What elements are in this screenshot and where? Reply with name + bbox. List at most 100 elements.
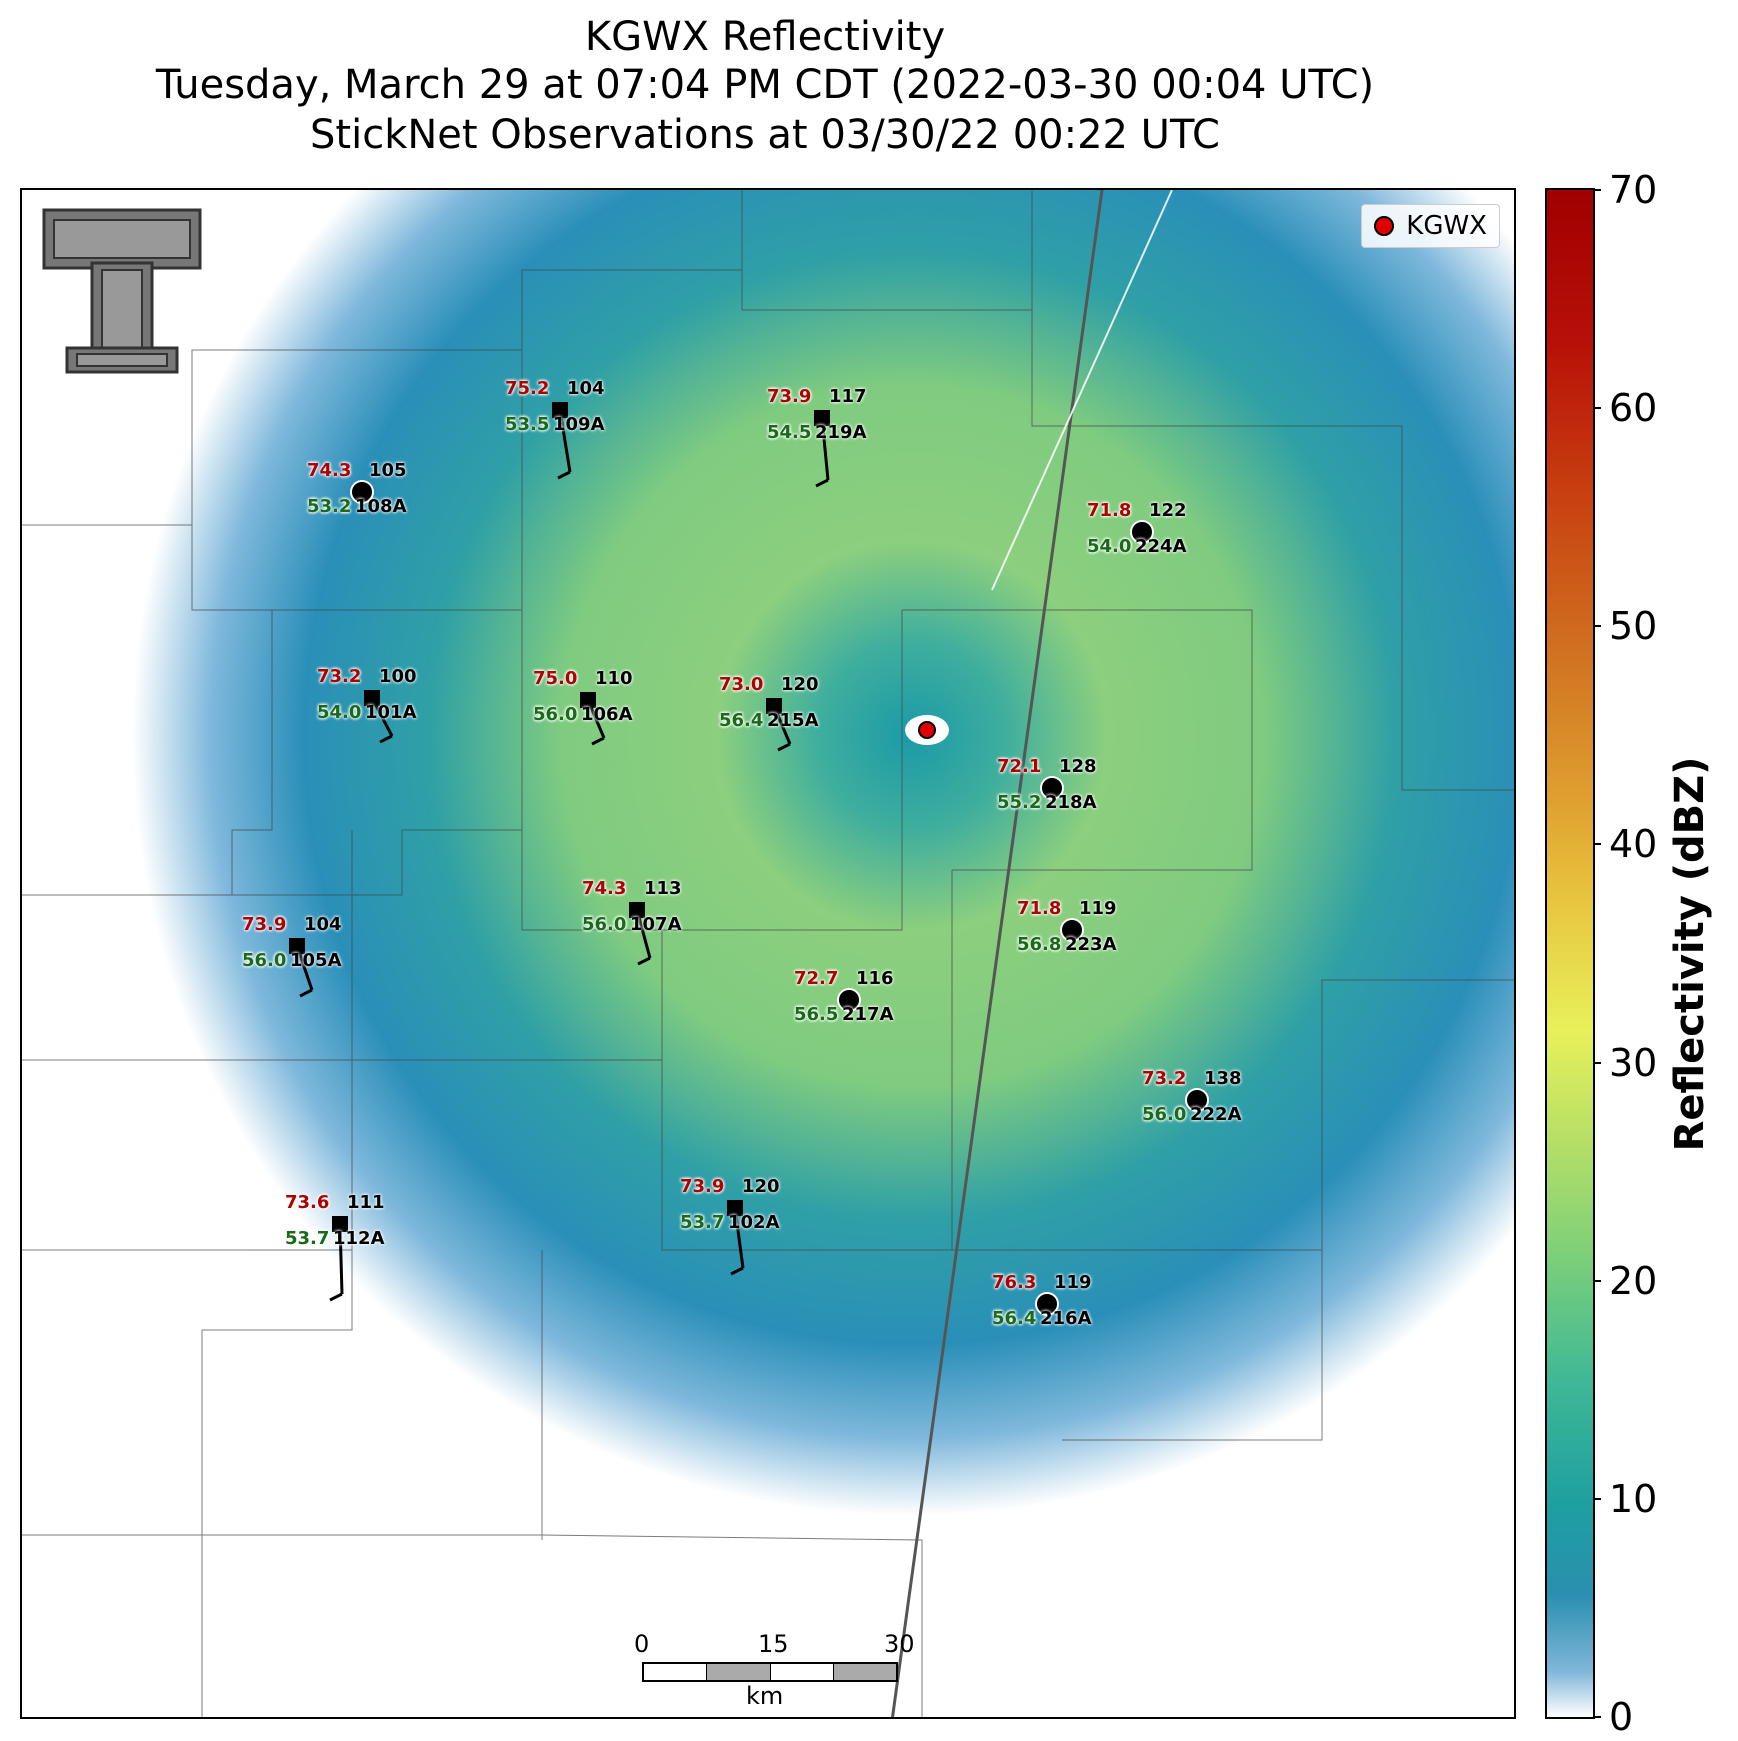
- colorbar-tick: 60: [1593, 386, 1657, 430]
- colorbar-tick: 30: [1593, 1041, 1657, 1085]
- colorbar-ticks: 0 10 20 30 40 50 60 70: [1593, 168, 1673, 1739]
- station-id: 218A: [1045, 792, 1097, 813]
- station-temperature: 73.2: [317, 666, 362, 687]
- station-pressure: 104: [567, 378, 605, 399]
- station-marker-224A: [1130, 520, 1154, 544]
- stations-layer: [289, 402, 1209, 1316]
- station-dewpoint: 53.5: [505, 414, 550, 435]
- station-temperature: 74.3: [307, 460, 352, 481]
- texas-tech-logo-icon: [42, 208, 202, 382]
- station-pressure: 119: [1079, 898, 1117, 919]
- title-line-2: Tuesday, March 29 at 07:04 PM CDT (2022-…: [155, 62, 1375, 108]
- wind-barb-105A: [295, 945, 314, 991]
- station-pressure: 100: [379, 666, 417, 687]
- station-dewpoint: 53.7: [680, 1212, 725, 1233]
- station-id: 215A: [767, 710, 819, 731]
- station-temperature: 73.6: [285, 1192, 330, 1213]
- station-dewpoint: 56.0: [1142, 1104, 1187, 1125]
- title-line-1: KGWX Reflectivity: [584, 14, 946, 60]
- station-dewpoint: 56.0: [242, 950, 287, 971]
- station-pressure: 111: [347, 1192, 385, 1213]
- wind-barb-flag-102A: [730, 1266, 744, 1276]
- station-dewpoint: 56.8: [1017, 934, 1062, 955]
- station-id: 101A: [365, 702, 417, 723]
- wind-barb-106A: [586, 699, 606, 739]
- wind-barb-flag-101A: [379, 734, 393, 744]
- station-pressure: 128: [1059, 756, 1097, 777]
- wind-barb-112A: [338, 1223, 344, 1295]
- station-temperature: 75.2: [505, 378, 550, 399]
- colorbar-label: Reflectivity (dBZ): [1667, 756, 1713, 1152]
- station-id: 106A: [581, 704, 633, 725]
- station-dewpoint: 56.5: [794, 1004, 839, 1025]
- station-pressure: 138: [1204, 1068, 1242, 1089]
- wind-barb-219A: [820, 417, 830, 481]
- station-dewpoint: 55.2: [997, 792, 1042, 813]
- colorbar: [1545, 188, 1595, 1719]
- station-temperature: 71.8: [1087, 500, 1132, 521]
- state-boundary: [891, 190, 1104, 1717]
- station-temperature: 73.2: [1142, 1068, 1187, 1089]
- station-id: 107A: [630, 914, 682, 935]
- station-temperature: 73.9: [242, 914, 287, 935]
- station-dewpoint: 53.2: [307, 496, 352, 517]
- station-temperature: 73.9: [767, 386, 812, 407]
- radar-beam-artifact: [991, 190, 1173, 591]
- station-id: 108A: [355, 496, 407, 517]
- station-marker-223A: [1060, 918, 1084, 942]
- legend-label: KGWX: [1406, 211, 1487, 241]
- station-temperature: 76.3: [992, 1272, 1037, 1293]
- station-pressure: 105: [369, 460, 407, 481]
- wind-barb-flag-105A: [299, 988, 313, 998]
- scale-tick-15: 15: [758, 1630, 789, 1658]
- station-dewpoint: 53.7: [285, 1228, 330, 1249]
- wind-barb-flag-106A: [591, 736, 605, 746]
- station-marker-216A: [1035, 1292, 1059, 1316]
- station-pressure: 116: [856, 968, 894, 989]
- scale-tick-0: 0: [634, 1630, 650, 1658]
- station-dewpoint: 54.0: [1087, 536, 1132, 557]
- station-id: 105A: [290, 950, 342, 971]
- station-id: 112A: [333, 1228, 385, 1249]
- wind-barb-101A: [370, 697, 394, 737]
- radar-map: KGWX 0 15 30 km 74.3 105 53.2 108A 75.2 104 53…: [20, 188, 1516, 1719]
- station-temperature: 73.9: [680, 1176, 725, 1197]
- station-marker-217A: [837, 988, 861, 1012]
- wind-barb-flag-107A: [637, 956, 651, 966]
- station-temperature: 72.1: [997, 756, 1042, 777]
- station-pressure: 120: [742, 1176, 780, 1197]
- station-id: 109A: [553, 414, 605, 435]
- station-dewpoint: 54.0: [317, 702, 362, 723]
- station-pressure: 110: [595, 668, 633, 689]
- colorbar-tick: 50: [1593, 604, 1657, 648]
- scale-tick-30: 30: [884, 1630, 915, 1658]
- station-temperature: 71.8: [1017, 898, 1062, 919]
- scale-unit: km: [746, 1682, 784, 1710]
- colorbar-tick: 20: [1593, 1259, 1657, 1303]
- kgwx-radar-site: [918, 721, 936, 739]
- station-pressure: 117: [829, 386, 867, 407]
- station-id: 219A: [815, 422, 867, 443]
- wind-barb-102A: [733, 1207, 745, 1269]
- map-legend: KGWX: [1361, 204, 1500, 248]
- station-marker-222A: [1185, 1088, 1209, 1112]
- station-temperature: 73.0: [719, 674, 764, 695]
- wind-barb-107A: [635, 909, 652, 959]
- wind-barb-flag-112A: [329, 1292, 343, 1302]
- station-dewpoint: 56.0: [582, 914, 627, 935]
- station-pressure: 120: [781, 674, 819, 695]
- station-marker-218A: [1040, 776, 1064, 800]
- station-dewpoint: 56.0: [533, 704, 578, 725]
- wind-barb-flag-219A: [815, 478, 829, 488]
- radar-site-marker-icon: [1374, 216, 1395, 236]
- station-pressure: 122: [1149, 500, 1187, 521]
- station-id: 222A: [1190, 1104, 1242, 1125]
- station-dewpoint: 54.5: [767, 422, 812, 443]
- station-pressure: 119: [1054, 1272, 1092, 1293]
- title-line-3: StickNet Observations at 03/30/22 00:22 …: [310, 112, 1220, 158]
- colorbar-tick: 10: [1593, 1477, 1657, 1521]
- colorbar-tick: 40: [1593, 822, 1657, 866]
- wind-barb-flag-109A: [557, 470, 571, 480]
- station-pressure: 104: [304, 914, 342, 935]
- station-id: 217A: [842, 1004, 894, 1025]
